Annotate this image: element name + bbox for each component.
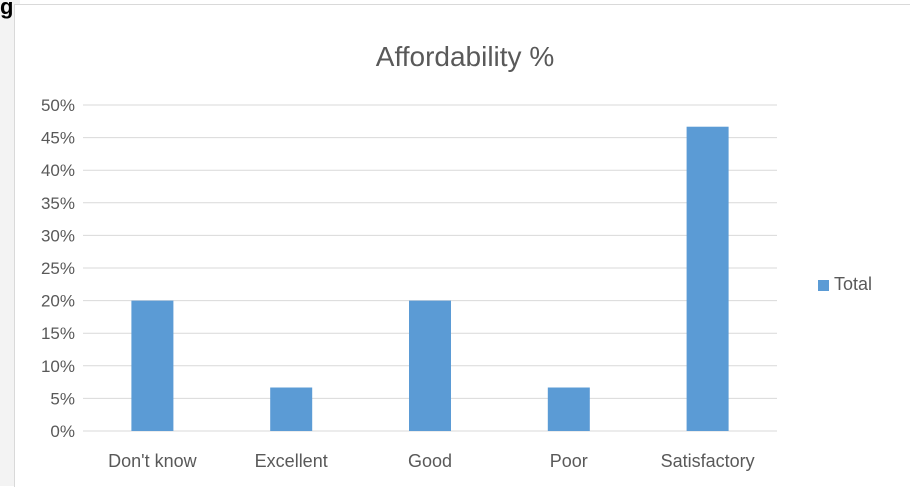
bars: [131, 126, 729, 431]
y-tick-label: 5%: [50, 389, 75, 408]
x-category-label: Satisfactory: [661, 451, 755, 471]
bar-don-t-know: [131, 300, 174, 431]
y-axis-ticks: 0% 5% 10% 15% 20% 25% 30% 35% 40% 45% 50%: [41, 96, 75, 441]
y-tick-label: 35%: [41, 194, 75, 213]
y-tick-label: 10%: [41, 357, 75, 376]
y-tick-label: 25%: [41, 259, 75, 278]
x-category-label: Poor: [550, 451, 588, 471]
bar-good: [409, 300, 451, 431]
page-corner-glyph: g: [0, 0, 14, 19]
chart-title: Affordability %: [376, 41, 554, 72]
y-tick-label: 20%: [41, 292, 75, 311]
bar-chart: Affordability % 0% 5% 10% 15% 20% 25% 30% 35% 40…: [41, 41, 872, 471]
chart-frame: Affordability % 0% 5% 10% 15% 20% 25% 30% 35% 40…: [14, 4, 910, 487]
y-tick-label: 40%: [41, 161, 75, 180]
x-category-label: Good: [408, 451, 452, 471]
x-axis-categories: Don't know Excellent Good Poor Satisfactory: [108, 451, 754, 471]
bar-poor: [547, 387, 590, 431]
y-tick-label: 50%: [41, 96, 75, 115]
legend-swatch-total: [818, 280, 829, 291]
y-tick-label: 15%: [41, 324, 75, 343]
x-category-label: Excellent: [255, 451, 328, 471]
y-tick-label: 30%: [41, 226, 75, 245]
y-tick-label: 45%: [41, 129, 75, 148]
x-category-label: Don't know: [108, 451, 197, 471]
bar-satisfactory: [686, 126, 729, 431]
legend-label-total: Total: [834, 274, 872, 294]
y-tick-label: 0%: [50, 422, 75, 441]
legend: Total: [818, 274, 872, 294]
bar-excellent: [270, 387, 313, 431]
